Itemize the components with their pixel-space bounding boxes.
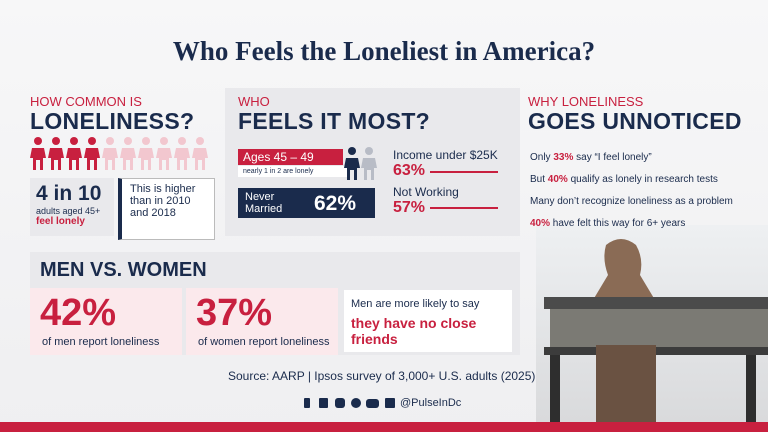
why-item: 40% have felt this way for 6+ years <box>530 218 760 229</box>
footer-bar <box>0 422 768 432</box>
age-label: Ages 45 – 49 <box>238 149 343 165</box>
social-icons <box>304 398 395 408</box>
gender-note: Men are more likely to say they have no … <box>344 290 512 352</box>
why-pre: Many don’t recognize loneliness as a pro… <box>530 196 733 207</box>
age-icons <box>344 147 377 180</box>
why-highlight: 33% <box>553 152 574 163</box>
why-item: Only 33% say “I feel lonely” <box>530 152 760 163</box>
stat-box: 4 in 10 adults aged 45+ feel lonely <box>30 178 114 236</box>
heading: FEELS IT MOST? <box>238 108 431 134</box>
stat-emphasis: feel lonely <box>36 216 85 227</box>
why-highlight: 40% <box>547 174 568 185</box>
why-list: Only 33% say “I feel lonely” But 40% qua… <box>530 152 760 240</box>
note-emphasis: they have no close friends <box>351 315 477 347</box>
note: This is higher than in 2010 and 2018 <box>118 178 215 240</box>
heading: LONELINESS? <box>30 108 195 134</box>
note: Men are more likely to say <box>351 298 480 310</box>
handle: @PulseInDc <box>400 397 462 409</box>
why-item: But 40% qualify as lonely in research te… <box>530 174 760 185</box>
men-box: 42% of men report loneliness <box>30 288 182 355</box>
married-value: 62% <box>314 192 357 215</box>
why-highlight: 40% <box>530 218 551 229</box>
age-note: nearly 1 in 2 are lonely <box>238 166 348 177</box>
married-label: Never Married <box>245 191 283 215</box>
women-value: 37% <box>196 292 273 334</box>
working-label: Not Working <box>393 185 459 199</box>
bench-photo <box>536 225 768 422</box>
heading: MEN VS. WOMEN <box>40 259 207 281</box>
kicker: WHY LONELINESS <box>528 94 644 109</box>
people-icons <box>30 137 208 170</box>
why-post: have felt this way for 6+ years <box>552 218 686 229</box>
married-box: Never Married 62% <box>238 188 375 218</box>
divider <box>430 207 498 209</box>
stat: 4 in 10 <box>36 182 102 205</box>
stat-desc: adults aged 45+ <box>36 206 101 216</box>
source: Source: AARP | Ipsos survey of 3,000+ U.… <box>228 369 536 383</box>
income-value: 63% <box>393 162 426 179</box>
why-pre: Only <box>530 152 551 163</box>
men-label: of men report loneliness <box>42 336 160 348</box>
kicker: HOW COMMON IS <box>30 94 142 109</box>
why-item: Many don’t recognize loneliness as a pro… <box>530 196 760 207</box>
heading: GOES UNNOTICED <box>528 108 742 134</box>
divider <box>430 171 498 173</box>
why-post: qualify as lonely in research tests <box>570 174 718 185</box>
title: Who Feels the Loneliest in America? <box>172 36 596 66</box>
why-pre: But <box>530 174 546 185</box>
women-box: 37% of women report loneliness <box>186 288 338 355</box>
why-post: say “I feel lonely” <box>576 152 652 163</box>
women-label: of women report loneliness <box>198 336 330 348</box>
income-label: Income under $25K <box>393 148 498 162</box>
men-value: 42% <box>40 292 117 334</box>
kicker: WHO <box>238 94 270 109</box>
working-value: 57% <box>393 199 426 216</box>
